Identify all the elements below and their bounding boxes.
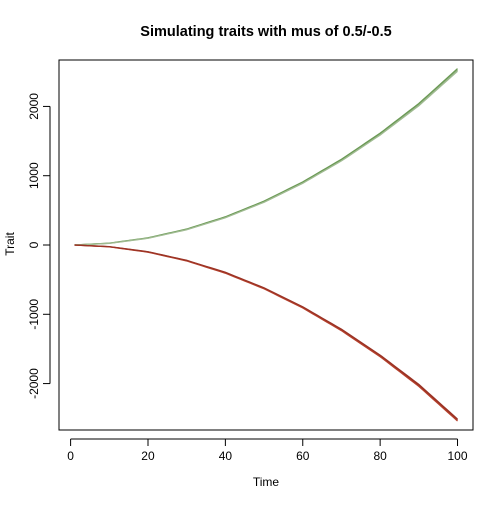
x-axis: 0 20 40 60 80 100 xyxy=(67,438,468,463)
plot-frame xyxy=(58,59,474,431)
x-tick-label: 100 xyxy=(448,449,468,463)
series-line-6 xyxy=(74,244,458,420)
y-tick-label: -1000 xyxy=(27,299,41,330)
y-tick-label: 1000 xyxy=(27,162,41,189)
y-tick-label: 2000 xyxy=(27,93,41,120)
x-tick-label: 40 xyxy=(219,449,233,463)
x-tick-label: 0 xyxy=(67,449,74,463)
y-axis-label: Trait xyxy=(3,232,17,256)
x-tick-label: 60 xyxy=(296,449,310,463)
series-line-3 xyxy=(74,70,458,246)
x-tick-label: 20 xyxy=(141,449,155,463)
y-axis: -2000 -1000 0 1000 2000 xyxy=(27,93,51,399)
y-tick-label: 0 xyxy=(27,241,41,248)
x-tick-label: 80 xyxy=(373,449,387,463)
y-tick-label: -2000 xyxy=(27,368,41,399)
chart-title: Simulating traits with mus of 0.5/-0.5 xyxy=(140,24,391,40)
x-axis-label: Time xyxy=(253,475,280,489)
series-layer xyxy=(74,68,458,422)
